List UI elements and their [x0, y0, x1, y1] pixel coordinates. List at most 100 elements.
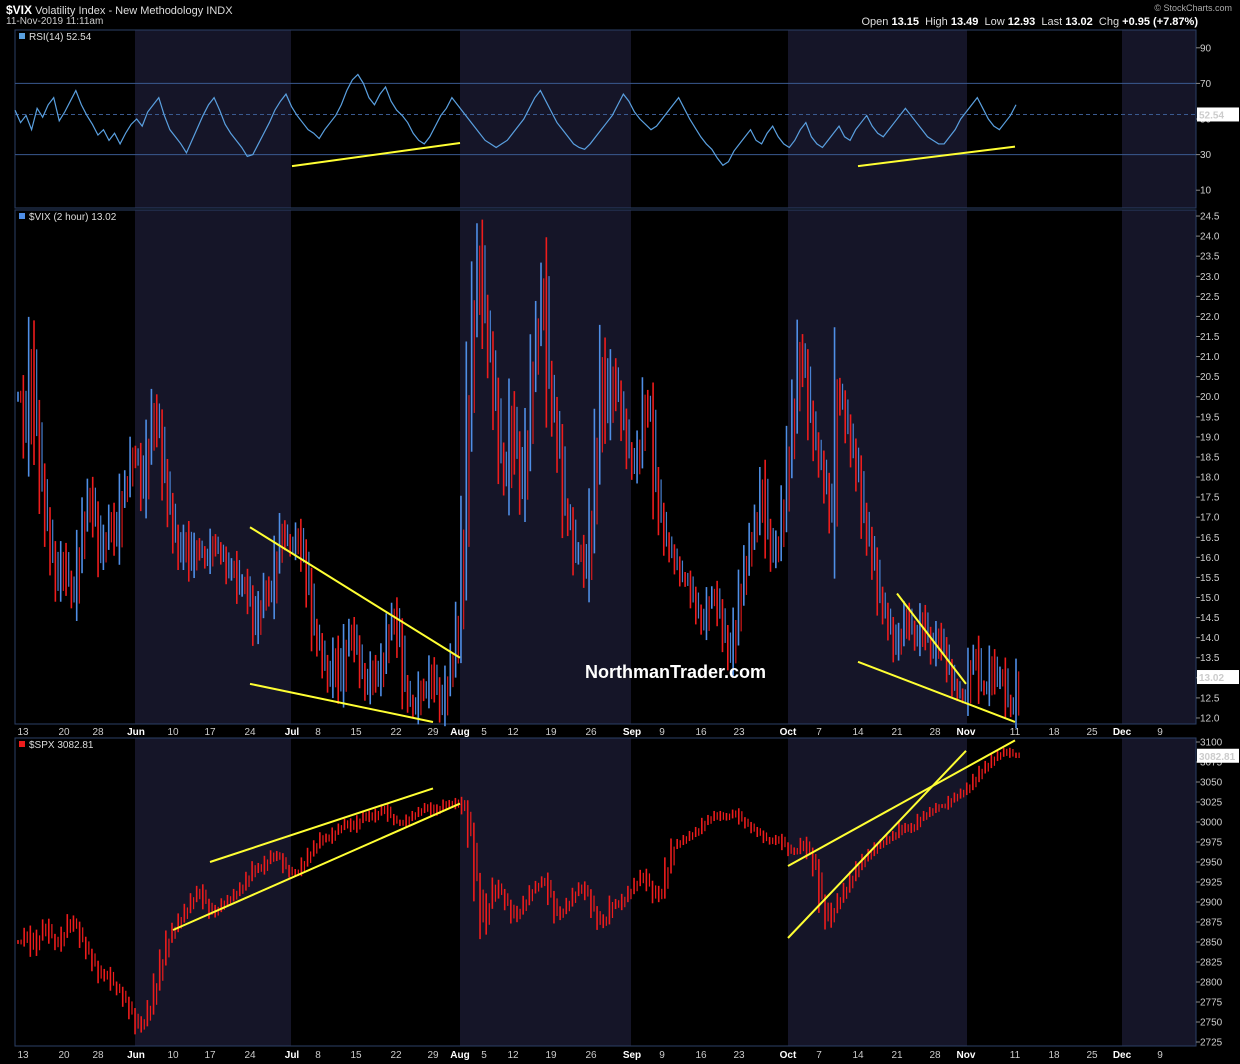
x-tick-label: 21	[891, 727, 903, 738]
y-tick-label: 22.0	[1200, 312, 1220, 323]
y-tick-label: 15.0	[1200, 593, 1220, 604]
x-tick-label: 18	[1048, 1050, 1060, 1061]
trendline	[787, 750, 967, 939]
y-tick-label: 16.0	[1200, 553, 1220, 564]
value-badge: 52.54	[1197, 107, 1239, 122]
x-tick-label: 26	[585, 727, 597, 738]
ohlc-readout: Open 13.15 High 13.49 Low 12.93 Last 13.…	[862, 16, 1199, 28]
trendline	[787, 739, 1016, 867]
datetime: 11-Nov-2019 11:11am	[6, 16, 104, 27]
x-tick-label: 28	[92, 727, 104, 738]
chart-header: $VIX Volatility Index - New Methodology …	[6, 3, 233, 17]
y-tick-label: 19.5	[1200, 412, 1220, 423]
x-tick-label: 20	[58, 1050, 70, 1061]
y-tick-label: 90	[1200, 43, 1212, 54]
rsi-line	[14, 73, 1017, 167]
month-shade	[1122, 210, 1196, 724]
x-tick-label: Sep	[623, 1050, 641, 1061]
x-tick-label: Nov	[957, 1050, 976, 1061]
x-tick-label: 20	[58, 727, 70, 738]
x-axis: 13 20 28 Jun 10 17 24 Jul 8 15 22 29 Aug 5 12 19 26 Sep 9 1…	[17, 1050, 1163, 1061]
trendline	[857, 145, 1016, 168]
series-swatch	[19, 213, 25, 219]
x-tick-label: 14	[852, 727, 864, 738]
x-tick-label: Jul	[285, 1050, 300, 1061]
x-tick-label: 23	[733, 727, 745, 738]
x-tick-label: 19	[545, 727, 557, 738]
x-tick-label: 17	[204, 727, 216, 738]
x-tick-label: 26	[585, 1050, 597, 1061]
y-tick-label: 2800	[1200, 978, 1223, 989]
y-tick-label: 15.5	[1200, 573, 1220, 584]
x-tick-label: 21	[891, 1050, 903, 1061]
x-tick-label: 29	[427, 727, 439, 738]
trendline	[249, 526, 461, 659]
x-tick-label: Nov	[957, 727, 976, 738]
panel-frame	[14, 209, 1197, 725]
panel-title: $VIX (2 hour) 13.02	[29, 212, 117, 223]
y-tick-label: 2850	[1200, 938, 1223, 949]
x-tick-label: 16	[695, 727, 707, 738]
chg-label: Chg	[1098, 16, 1120, 28]
low-value: 12.93	[1007, 16, 1036, 28]
x-tick-label: 23	[733, 1050, 745, 1061]
x-tick-label: 9	[659, 727, 665, 738]
y-tick-label: 24.5	[1200, 212, 1220, 223]
x-tick-label: 5	[481, 1050, 487, 1061]
chg-value: +0.95 (+7.87%)	[1122, 16, 1198, 28]
y-tick-label: 70	[1200, 79, 1212, 90]
x-tick-label: 16	[695, 1050, 707, 1061]
x-tick-label: 25	[1086, 727, 1098, 738]
low-label: Low	[984, 16, 1005, 28]
symbol-name: Volatility Index - New Methodology	[35, 5, 204, 17]
x-tick-label: 24	[244, 1050, 256, 1061]
y-tick-label: 17.5	[1200, 493, 1220, 504]
x-tick-label: 13	[17, 1050, 29, 1061]
value-badge-text: 3082.81	[1199, 752, 1236, 763]
x-tick-label: 14	[852, 1050, 864, 1061]
symbol: $VIX	[6, 3, 33, 17]
value-badge: 3082.81	[1197, 748, 1239, 763]
x-tick-label: 9	[1157, 727, 1163, 738]
x-tick-label: Dec	[1113, 727, 1132, 738]
x-tick-label: 22	[390, 727, 402, 738]
trendline	[857, 660, 1016, 723]
y-tick-label: 23.5	[1200, 252, 1220, 263]
y-tick-label: 21.5	[1200, 332, 1220, 343]
x-tick-label: 25	[1086, 1050, 1098, 1061]
last-value: 13.02	[1065, 16, 1093, 28]
value-badge-bg	[1197, 748, 1239, 763]
x-tick-label: 29	[427, 1050, 439, 1061]
x-tick-label: 12	[507, 1050, 519, 1061]
trendline	[291, 142, 461, 168]
x-tick-label: 24	[244, 727, 256, 738]
y-tick-label: 10	[1200, 186, 1212, 197]
x-tick-label: Jun	[127, 727, 145, 738]
y-tick-label: 14.0	[1200, 633, 1220, 644]
value-badge-bg	[1197, 670, 1239, 685]
x-tick-label: 28	[929, 727, 941, 738]
open-value: 13.15	[891, 16, 920, 28]
month-shade	[460, 210, 631, 724]
y-tick-label: 22.5	[1200, 292, 1220, 303]
watermark: NorthmanTrader.com	[585, 662, 767, 682]
month-shade	[788, 738, 967, 1046]
x-tick-label: 28	[929, 1050, 941, 1061]
month-shade	[1122, 30, 1196, 208]
exchange: INDX	[206, 5, 233, 17]
x-tick-label: Aug	[450, 727, 469, 738]
y-tick-label: 3075	[1200, 758, 1223, 769]
x-tick-label: 28	[92, 1050, 104, 1061]
high-label: High	[925, 16, 948, 28]
y-tick-label: 2950	[1200, 858, 1223, 869]
month-shade	[135, 30, 291, 208]
x-tick-label: Oct	[780, 1050, 797, 1061]
month-shade	[788, 210, 967, 724]
y-tick-label: 2825	[1200, 958, 1223, 969]
trendline	[209, 787, 434, 863]
trendline	[896, 592, 967, 685]
y-tick-label: 3000	[1200, 818, 1223, 829]
y-tick-label: 30	[1200, 150, 1212, 161]
y-tick-label: 12.0	[1200, 713, 1220, 724]
